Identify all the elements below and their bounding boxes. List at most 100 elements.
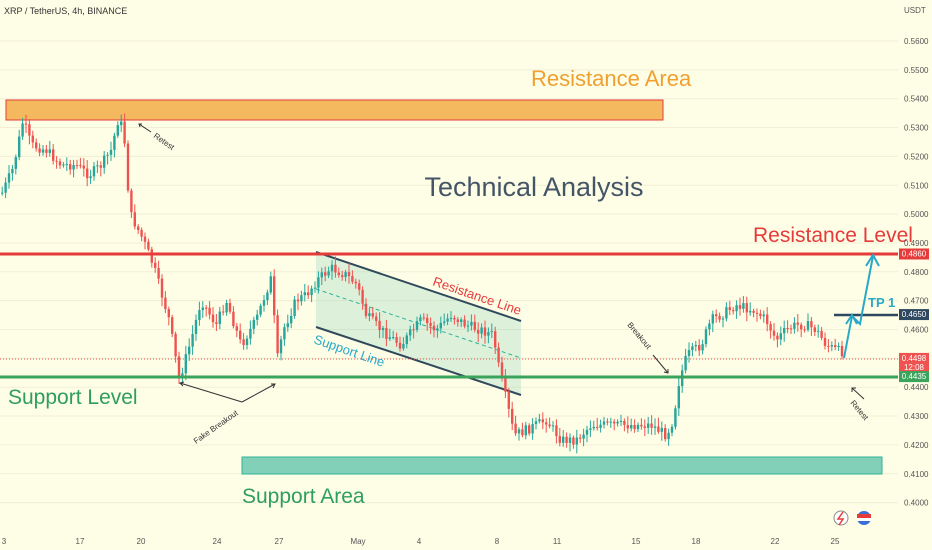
candle-body: [667, 432, 670, 440]
support-area-label: Support Area: [242, 485, 365, 508]
candle-body: [412, 329, 415, 331]
candle-body: [446, 318, 449, 322]
price-tag-resistance: [899, 248, 929, 260]
candle-body: [89, 176, 92, 179]
candle-body: [395, 337, 398, 343]
retest-label-1: Retest: [152, 131, 177, 152]
candle-body: [354, 281, 357, 284]
candle-body: [473, 321, 476, 330]
candle-body: [86, 168, 89, 179]
candle-body: [796, 322, 799, 325]
price-tag-support: [899, 371, 929, 383]
candle-body: [653, 426, 657, 428]
grid: [0, 40, 898, 504]
x-tick-label: 25: [831, 537, 840, 546]
lightning-icon[interactable]: [833, 510, 849, 526]
candle-body: [160, 278, 164, 298]
candle-body: [252, 319, 255, 329]
candle-body: [640, 424, 643, 427]
x-tick-label: 17: [76, 537, 85, 546]
price-axis[interactable]: 0.5600 0.5500 0.5400 0.5300 0.5200 0.5100 0.50…: [904, 37, 929, 508]
candle-body: [453, 318, 456, 320]
candle-body: [738, 305, 742, 309]
candle-body: [361, 289, 364, 304]
price-tag-label-support: 0.4435: [902, 372, 927, 381]
candle-body: [742, 303, 745, 309]
x-tick-label: 27: [275, 537, 284, 546]
x-tick-label: 3: [2, 537, 7, 546]
candle-body: [130, 190, 133, 213]
candle-body: [555, 425, 558, 437]
candle-body: [490, 331, 493, 333]
candle-body: [823, 337, 827, 346]
candle-body: [426, 317, 429, 324]
candle-body: [392, 337, 395, 339]
candle-body: [330, 264, 334, 272]
y-tick-label: 0.4000: [904, 499, 929, 508]
candle-body: [296, 299, 300, 302]
candle-body: [303, 292, 306, 296]
candle-body: [793, 322, 796, 329]
candle-body: [803, 329, 806, 331]
candle-body: [249, 328, 252, 339]
candle-body: [381, 328, 385, 331]
candle-body: [415, 321, 419, 330]
candle-body: [198, 310, 201, 320]
resistance-area-label: Resistance Area: [531, 66, 692, 91]
candle-body: [684, 355, 687, 371]
y-tick-label: 0.4800: [904, 268, 929, 277]
candle-body: [528, 425, 531, 434]
candle-body: [313, 287, 317, 289]
retest-label-2: Retest: [848, 399, 870, 423]
candle-body: [834, 345, 837, 348]
candle-body: [4, 182, 7, 193]
header-symbol: XRP / TetherUS, 4h, BINANCE: [4, 6, 127, 16]
candle-body: [245, 338, 249, 346]
flag-icon[interactable]: [857, 511, 871, 525]
candle-body: [256, 314, 259, 320]
candle-body: [137, 226, 140, 230]
candle-body: [779, 333, 782, 340]
candle-body: [708, 323, 711, 330]
candle-body: [205, 307, 208, 309]
candle-body: [28, 124, 31, 136]
candle-body: [79, 165, 82, 167]
candle-body: [463, 319, 466, 327]
tp1-label: TP 1: [868, 295, 895, 310]
candle-body: [524, 425, 527, 436]
candle-body: [647, 423, 650, 428]
candle-body: [752, 310, 755, 313]
candle-body: [449, 318, 453, 320]
candle-body: [232, 311, 235, 327]
candle-body: [568, 437, 572, 443]
candle-body: [837, 345, 840, 348]
support-level-label: Support Level: [8, 386, 138, 409]
candle-body: [735, 305, 738, 312]
time-axis[interactable]: 3 17 20 24 27 May 4 8 11 15 18 22 25: [2, 537, 840, 546]
x-tick-label: 4: [417, 537, 422, 546]
candle-body: [538, 419, 541, 422]
candle-body: [48, 149, 51, 153]
candle-body: [18, 136, 21, 158]
candle-body: [276, 315, 279, 354]
candle-body: [334, 264, 337, 273]
candle-body: [266, 292, 269, 301]
y-tick-label: 0.4700: [904, 297, 929, 306]
candle-body: [558, 436, 561, 443]
candle-body: [504, 377, 507, 392]
y-tick-label: 0.4900: [904, 239, 929, 248]
candle-body: [351, 276, 354, 282]
currency-label: USDT: [904, 6, 926, 15]
resistance-area-box: [5, 99, 664, 121]
candle-body: [585, 429, 589, 435]
channel-midline: [315, 288, 522, 359]
x-tick-label: 20: [137, 537, 146, 546]
candle-body: [385, 328, 388, 339]
x-tick-label: May: [350, 537, 365, 546]
candle-body: [269, 276, 272, 293]
candle-body: [507, 391, 510, 409]
candle-body: [827, 345, 830, 347]
candle-body: [613, 421, 616, 424]
y-tick-label: 0.4300: [904, 412, 929, 421]
